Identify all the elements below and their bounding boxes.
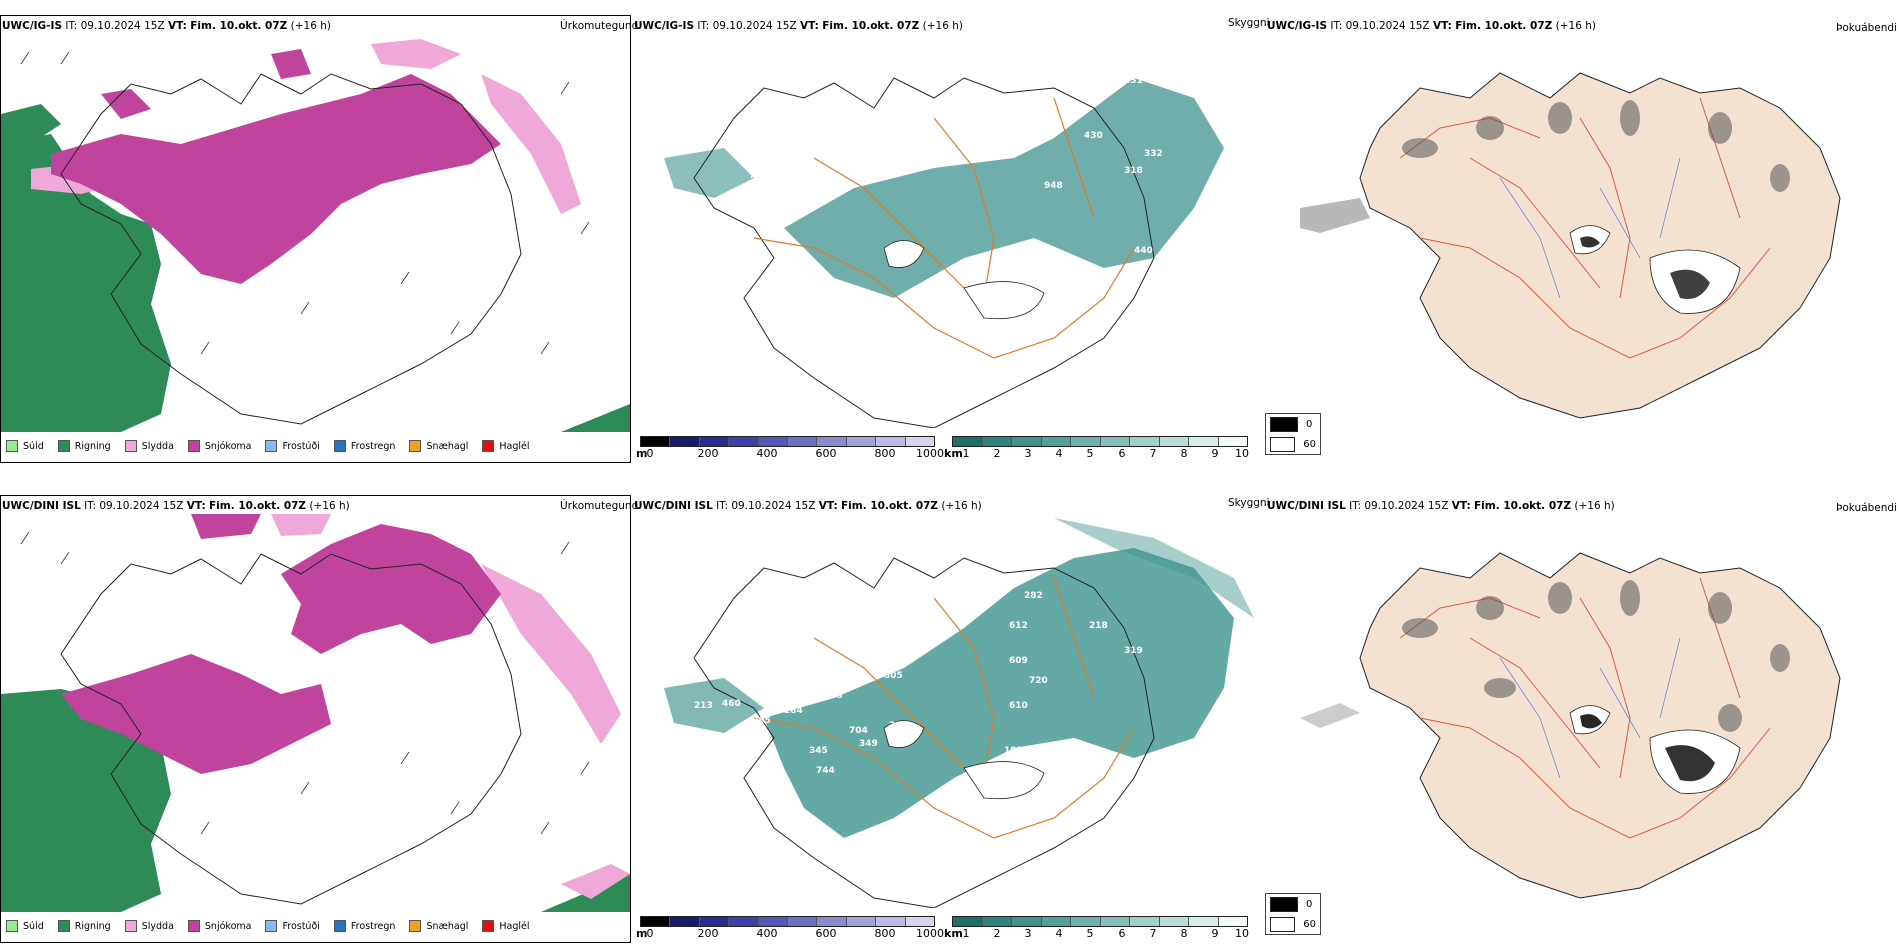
vis-label: 295 [839, 151, 858, 161]
legend-item-frostudi: Frostúði [265, 920, 320, 932]
height-colorbar-1: m 0 200 400 600 800 1000 [636, 436, 944, 461]
vis-label: 218 [1089, 621, 1108, 631]
legend-item-sudl: Súld [6, 920, 44, 932]
visibility-unit: km [944, 927, 963, 940]
vis-label: 430 [1084, 131, 1103, 141]
legend-item-frostregn: Frostregn [333, 920, 395, 932]
legend-item-snaehagl: Snæhagl [409, 920, 468, 932]
height-colorbar-swatches [640, 916, 935, 927]
vis-label: 193 [904, 726, 923, 736]
vis-label: 57 [774, 151, 787, 161]
legend-item-snjokoma: Snjókoma [187, 440, 251, 452]
vis-label: 704 [849, 726, 868, 736]
vis-label: 26 [734, 143, 747, 153]
visibility-colorbar-swatches [952, 436, 1248, 447]
vis-label: 193 [1004, 746, 1023, 756]
vis-label: 288 [889, 721, 908, 731]
legend-item-haglel: Haglél [482, 440, 530, 452]
vis-label: 284 [784, 706, 803, 716]
vis-label: 213 [694, 701, 713, 711]
legend-item-frostudi: Frostúði [265, 440, 320, 452]
fog-map-1 [1300, 38, 1860, 428]
precip-type-label-1: Úrkomutegund [560, 20, 639, 32]
legend-item-snaehagl: Snæhagl [409, 440, 468, 452]
vis-label: 249 [758, 698, 777, 708]
vis-label: 319 [1124, 646, 1143, 656]
precip-type-label-2: Úrkomutegund [560, 500, 639, 512]
visibility-colorbar-1: km 1 2 3 4 5 6 7 8 9 10 [944, 436, 1249, 461]
vis-label: 845 [642, 191, 661, 201]
height-unit: m [636, 927, 648, 940]
legend-item-slydda: Slydda [124, 920, 174, 932]
legend-item-haglel: Haglél [482, 920, 530, 932]
vis-label: 331 [1124, 76, 1143, 86]
vis-label: 305 [884, 671, 903, 681]
precip-map-2 [1, 514, 630, 912]
legend-item-snjokoma: Snjókoma [187, 920, 251, 932]
fog-index-label-2: Þokuábendi [1836, 502, 1897, 514]
fog-legend-1: 0 60 [1265, 413, 1321, 455]
vis-label: 744 [816, 766, 835, 776]
height-unit: m [636, 447, 648, 460]
visibility-colorbar-swatches [952, 916, 1248, 927]
visibility-label-2: Skyggni [1228, 497, 1270, 509]
vis-label: 70 [749, 171, 762, 181]
visibility-map-1: 845 844 832 329 328 345 295 447 435 430 … [634, 38, 1264, 428]
vis-label: 349 [859, 739, 878, 749]
vis-label: 318 [1124, 166, 1143, 176]
vis-label: 345 [809, 746, 828, 756]
precip-map-1 [1, 34, 630, 432]
vis-label: 332 [1144, 149, 1163, 159]
fog-map-2 [1300, 518, 1860, 908]
vis-label: 435 [1004, 261, 1023, 271]
vis-label: 460 [722, 699, 741, 709]
legend-item-slydda: Slydda [124, 440, 174, 452]
vis-label: 832 [734, 231, 753, 241]
legend-item-rigning: Rigning [57, 920, 111, 932]
vis-label: 720 [1029, 676, 1048, 686]
height-colorbar-2: m 0 200 400 600 800 1000 [636, 916, 944, 941]
vis-label: 169 [959, 126, 978, 136]
legend-item-frostregn: Frostregn [333, 440, 395, 452]
visibility-colorbar-2: km 1 2 3 4 5 6 7 8 9 10 [944, 916, 1249, 941]
vis-label: 329 [764, 191, 783, 201]
vis-label: 609 [1009, 656, 1028, 666]
fog-index-label-1: Þokuábendi [1836, 22, 1897, 34]
fog-title-2: UWC/DINI ISL IT: 09.10.2024 15Z VT: Fim.… [1267, 500, 1615, 512]
vis-label: 184 [784, 581, 803, 591]
vis-label: 418 [1029, 116, 1048, 126]
precip-legend-1: Súld Rigning Slydda Snjókoma Frostúði Fr… [6, 440, 544, 452]
vis-label: 282 [1024, 591, 1043, 601]
visibility-map-2: 184 282 612 609 720 610 218 319 193 193 … [634, 518, 1264, 908]
vis-label: 948 [1044, 181, 1063, 191]
vis-label: 162 [937, 143, 956, 153]
legend-item-sudl: Súld [6, 440, 44, 452]
vis-label: 226 [964, 106, 983, 116]
height-colorbar-swatches [640, 436, 935, 447]
vis-label: 612 [1009, 621, 1028, 631]
precip-legend-2: Súld Rigning Slydda Snjókoma Frostúði Fr… [6, 920, 544, 932]
vis-label: 27 [694, 196, 707, 206]
visibility-unit: km [944, 447, 963, 460]
cloud-title-1: UWC/IG-IS IT: 09.10.2024 15Z VT: Fim. 10… [634, 20, 963, 32]
vis-label: 610 [1009, 701, 1028, 711]
precip-map-frame-1 [0, 15, 631, 463]
legend-item-rigning: Rigning [57, 440, 111, 452]
vis-label: 328 [796, 186, 815, 196]
vis-label: 345 [874, 141, 893, 151]
cloud-title-2: UWC/DINI ISL IT: 09.10.2024 15Z VT: Fim.… [634, 500, 982, 512]
precip-title-2: UWC/DINI ISL IT: 09.10.2024 15Z VT: Fim.… [2, 500, 350, 512]
visibility-label-1: Skyggni [1228, 17, 1270, 29]
vis-label: 447 [904, 246, 923, 256]
vis-label: 965 [752, 716, 771, 726]
vis-label: 203 [824, 691, 843, 701]
fog-title-1: UWC/IG-IS IT: 09.10.2024 15Z VT: Fim. 10… [1267, 20, 1596, 32]
precip-map-frame-2 [0, 495, 631, 943]
vis-label: 440 [1134, 246, 1153, 256]
precip-title-1: UWC/IG-IS IT: 09.10.2024 15Z VT: Fim. 10… [2, 20, 331, 32]
fog-legend-2: 0 60 [1265, 893, 1321, 935]
row-1: UWC/IG-IS IT: 09.10.2024 15Z VT: Fim. 10… [0, 0, 1900, 470]
vis-label: 844 [674, 231, 693, 241]
row-2: UWC/DINI ISL IT: 09.10.2024 15Z VT: Fim.… [0, 480, 1900, 950]
